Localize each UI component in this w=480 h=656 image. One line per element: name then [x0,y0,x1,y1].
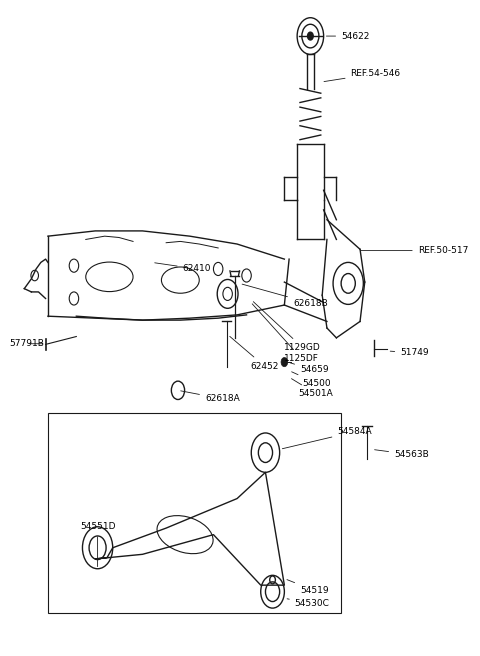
Text: 54551D: 54551D [80,522,115,567]
Text: 62618B: 62618B [242,284,328,308]
Text: 54563B: 54563B [374,450,429,459]
Text: REF.50-517: REF.50-517 [360,246,468,255]
Text: 54659: 54659 [290,363,329,375]
Text: 54622: 54622 [326,31,370,41]
Text: 54501A: 54501A [291,379,333,398]
Bar [48,413,341,613]
Circle shape [281,358,288,367]
Text: 1129GD: 1129GD [253,302,321,352]
Text: 62410: 62410 [155,263,211,274]
Text: 54530C: 54530C [287,599,330,608]
Text: 54500: 54500 [292,372,331,388]
Text: 62452: 62452 [230,337,279,371]
Circle shape [308,32,313,40]
Text: 54519: 54519 [287,580,329,595]
Text: 57791B: 57791B [9,339,44,348]
Text: 1125DF: 1125DF [252,304,319,363]
Text: REF.54-546: REF.54-546 [324,69,401,81]
Text: 51749: 51749 [390,348,429,358]
Text: 54584A: 54584A [282,427,372,449]
Text: 62618A: 62618A [180,391,240,403]
